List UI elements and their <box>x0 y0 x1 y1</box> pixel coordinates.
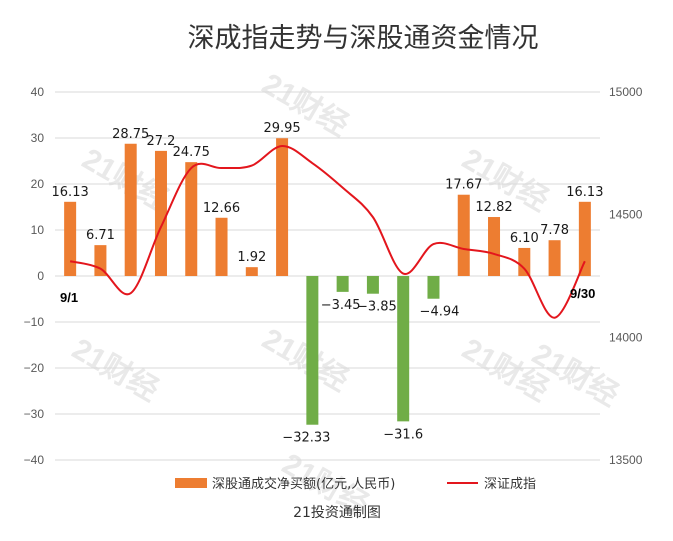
bar <box>215 217 228 276</box>
left-tick-label: 20 <box>31 177 45 191</box>
left-tick-label: −30 <box>24 407 45 421</box>
bar-value-label: 12.66 <box>203 201 240 216</box>
bar-value-label: −3.85 <box>357 300 397 315</box>
bar-value-label: 7.78 <box>540 223 569 238</box>
bar-value-label: 28.75 <box>112 127 149 142</box>
bar-value-label: 16.13 <box>52 185 89 200</box>
right-tick-label: 13500 <box>609 453 643 467</box>
line-series <box>69 144 586 319</box>
legend: 深股通成交净买额(亿元,人民币) 深证成指 <box>175 476 536 492</box>
bar-value-label: 29.95 <box>263 121 300 136</box>
index-line <box>69 144 586 319</box>
left-tick-label: 10 <box>31 223 45 237</box>
left-tick-label: −10 <box>24 315 45 329</box>
source-caption: 21投资通制图 <box>293 505 381 521</box>
bar <box>336 276 349 292</box>
bar-value-label: −31.6 <box>383 427 423 442</box>
left-tick-label: 30 <box>31 131 45 145</box>
bar-value-label: 12.82 <box>475 200 512 215</box>
legend-bar-label: 深股通成交净买额(亿元,人民币) <box>212 476 395 492</box>
left-tick-label: −40 <box>24 453 45 467</box>
bar-value-label: 24.75 <box>173 145 210 160</box>
bar <box>488 217 501 276</box>
watermark-text: 21财经 <box>67 332 165 408</box>
bar-value-label: 27.2 <box>146 134 175 149</box>
watermark-text: 21财经 <box>257 322 355 398</box>
bar-value-label: 6.10 <box>510 231 539 246</box>
bar-value-label: 17.67 <box>445 178 482 193</box>
bar-value-label: −32.33 <box>282 431 330 446</box>
bar <box>457 194 470 276</box>
bar-series <box>64 138 591 425</box>
gridlines <box>55 91 600 461</box>
bar-value-label: 16.13 <box>566 185 603 200</box>
bar <box>64 201 77 276</box>
right-tick-label: 14500 <box>609 208 643 222</box>
end-date-label: 9/30 <box>570 286 595 301</box>
bar-value-label: 6.71 <box>86 228 115 243</box>
right-tick-label: 14000 <box>609 330 643 344</box>
legend-bar-swatch <box>175 478 207 488</box>
bar <box>548 240 561 276</box>
right-tick-label: 15000 <box>609 85 643 99</box>
bar <box>578 201 591 276</box>
bar <box>518 247 531 276</box>
start-date-label: 9/1 <box>60 290 78 305</box>
legend-line-label: 深证成指 <box>484 477 536 492</box>
bar <box>276 138 289 276</box>
bar-value-label: −4.94 <box>420 305 460 320</box>
bar <box>427 276 440 299</box>
bar <box>306 276 319 425</box>
left-tick-label: 40 <box>31 85 45 99</box>
bar <box>245 267 258 276</box>
bar-value-label: 1.92 <box>237 250 266 265</box>
bar <box>154 150 167 276</box>
chart-title: 深成指走势与深股通资金情况 <box>188 23 539 54</box>
bar <box>185 162 198 276</box>
bar <box>124 143 137 276</box>
bar-value-label: −3.45 <box>321 298 361 313</box>
left-axis-ticks: 40 30 20 10 0 −10 −20 −30 −40 <box>24 85 45 467</box>
bar <box>397 276 410 422</box>
right-axis-ticks: 15000 14500 14000 13500 <box>609 85 643 467</box>
bar <box>366 276 379 294</box>
left-tick-label: 0 <box>37 269 44 283</box>
left-tick-label: −20 <box>24 361 45 375</box>
